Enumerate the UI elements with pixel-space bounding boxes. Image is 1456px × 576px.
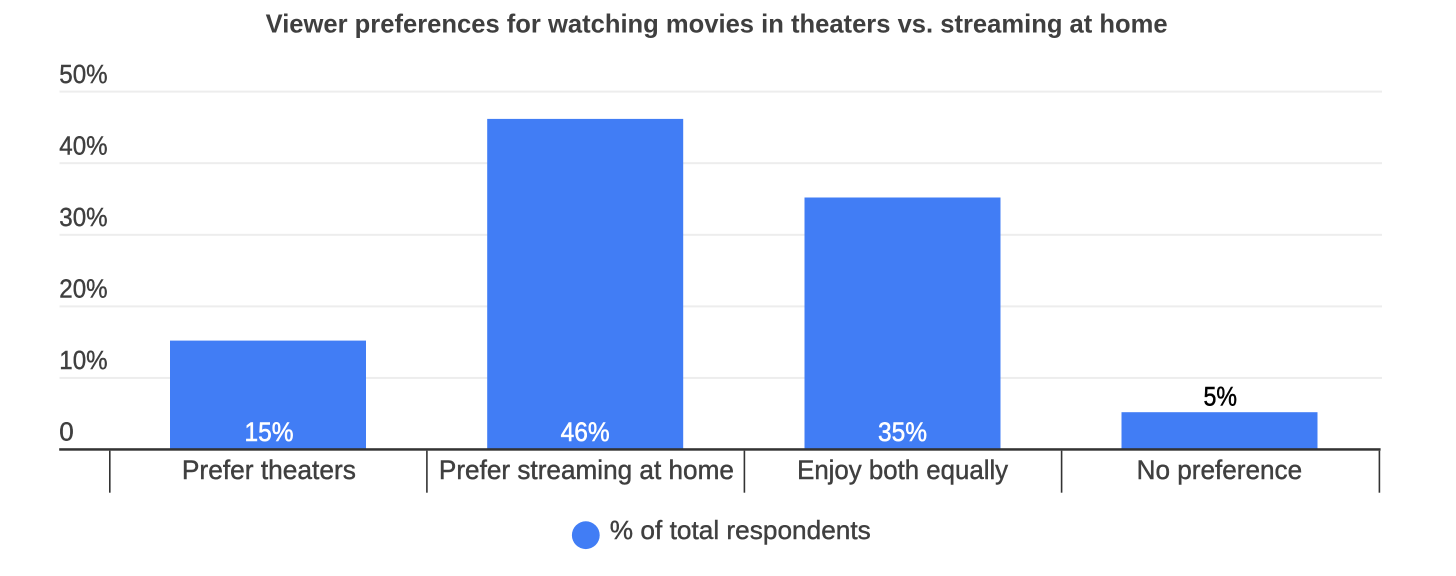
svg-text:10%: 10% <box>59 345 107 375</box>
svg-text:% of total respondents: % of total respondents <box>610 515 871 545</box>
svg-text:Enjoy both equally: Enjoy both equally <box>797 455 1008 485</box>
svg-text:20%: 20% <box>59 274 107 304</box>
svg-text:0: 0 <box>59 417 73 447</box>
svg-text:40%: 40% <box>59 131 107 161</box>
svg-text:46%: 46% <box>561 417 610 447</box>
svg-text:50%: 50% <box>59 59 107 89</box>
svg-text:5%: 5% <box>1204 382 1238 412</box>
svg-text:Prefer theaters: Prefer theaters <box>182 455 356 485</box>
svg-text:30%: 30% <box>59 202 107 232</box>
svg-text:15%: 15% <box>245 417 294 447</box>
svg-text:No preference: No preference <box>1137 455 1303 485</box>
svg-text:Viewer preferences for watchin: Viewer preferences for watching movies i… <box>266 9 1168 39</box>
svg-text:35%: 35% <box>878 417 927 447</box>
svg-text:Prefer streaming at home: Prefer streaming at home <box>439 455 734 485</box>
